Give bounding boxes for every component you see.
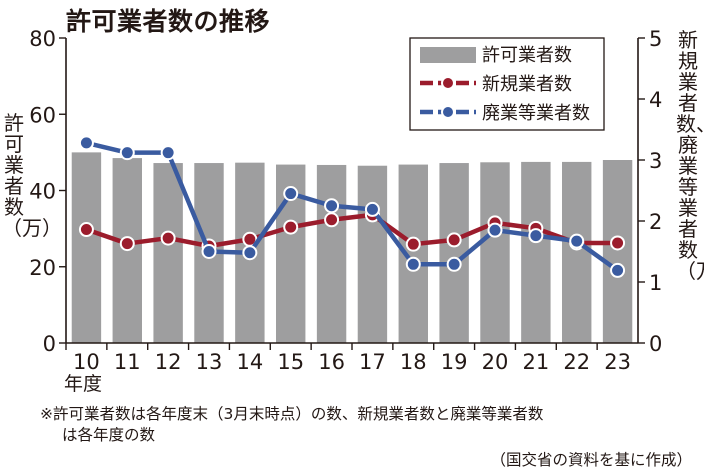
bar-16 (316, 164, 347, 343)
series-1-point-18 (405, 236, 421, 252)
left-tick-label-60: 60 (29, 103, 56, 127)
x-tick-label-18: 18 (400, 350, 427, 374)
series-1-point-15 (283, 219, 299, 235)
left-tick-label-20: 20 (29, 256, 56, 280)
right-tick-label-1: 1 (649, 271, 662, 295)
right-tick-label-0: 0 (649, 332, 662, 356)
chart-title: 許可業者数の推移 (66, 7, 271, 36)
right-tick-label-2: 2 (649, 210, 662, 234)
x-unit-label: 年度 (64, 373, 102, 395)
bar-19 (439, 163, 469, 343)
x-tick-label-20: 20 (482, 350, 509, 374)
bar-10 (71, 152, 102, 343)
series-1-point-11 (119, 236, 135, 252)
left-tick-label-80: 80 (29, 27, 56, 51)
legend-marker-3 (441, 105, 455, 119)
x-tick-label-15: 15 (277, 350, 304, 374)
source-note: （国交省の資料を基に作成） (490, 451, 692, 469)
x-tick-label-10: 10 (73, 350, 100, 374)
right-axis-label: 新規業者数、廃業等業者数（万） (676, 28, 704, 283)
series-2-point-19 (446, 256, 462, 272)
series-2-point-11 (119, 145, 135, 161)
footnote-line-1: ※許可業者数は各年度末（3月末時点）の数、新規業者数と廃業等業者数 (40, 405, 544, 423)
series-2-point-10 (78, 135, 94, 151)
bar-12 (153, 163, 183, 343)
series-1-point-16 (324, 212, 340, 228)
x-tick-label-12: 12 (155, 350, 182, 374)
x-tick-label-23: 23 (604, 350, 631, 374)
series-2-point-20 (487, 222, 503, 238)
left-tick-label-40: 40 (29, 180, 56, 204)
right-tick-label-3: 3 (649, 149, 662, 173)
series-2-point-18 (405, 256, 421, 272)
legend-swatch-1 (420, 47, 476, 63)
series-2-point-22 (569, 233, 585, 249)
x-tick-label-16: 16 (318, 350, 345, 374)
left-tick-label-0: 0 (43, 332, 56, 356)
series-2-point-12 (160, 145, 176, 161)
legend-label-1: 許可業者数 (482, 45, 572, 66)
x-tick-label-13: 13 (196, 350, 223, 374)
x-tick-label-22: 22 (563, 350, 590, 374)
bar-17 (357, 165, 388, 343)
legend-marker-2 (441, 76, 455, 90)
series-2-point-15 (283, 186, 299, 202)
series-1-point-23 (610, 235, 626, 251)
series-1-point-19 (446, 232, 462, 248)
series-2-point-14 (242, 245, 258, 261)
x-tick-label-21: 21 (522, 350, 549, 374)
series-2-point-16 (324, 198, 340, 214)
right-tick-label-5: 5 (649, 27, 662, 51)
series-2-point-21 (528, 228, 544, 244)
series-1-point-10 (78, 222, 94, 238)
bar-20 (480, 162, 510, 343)
series-2-point-17 (364, 201, 380, 217)
series-2-point-23 (610, 262, 626, 278)
footnote-line-2: は各年度の数 (62, 426, 156, 444)
x-tick-label-19: 19 (441, 350, 468, 374)
legend-label-3: 廃業等業者数 (482, 103, 590, 124)
x-tick-label-17: 17 (359, 350, 386, 374)
bar-21 (521, 161, 551, 343)
left-axis-label: 許可業者数（万） (2, 111, 62, 240)
series-1-point-12 (160, 230, 176, 246)
x-tick-label-14: 14 (236, 350, 263, 374)
bar-22 (562, 161, 592, 343)
x-tick-label-11: 11 (114, 350, 141, 374)
legend-label-2: 新規業者数 (482, 74, 572, 95)
series-2-point-13 (201, 244, 217, 259)
right-tick-label-4: 4 (649, 88, 662, 112)
bar-23 (602, 160, 633, 343)
